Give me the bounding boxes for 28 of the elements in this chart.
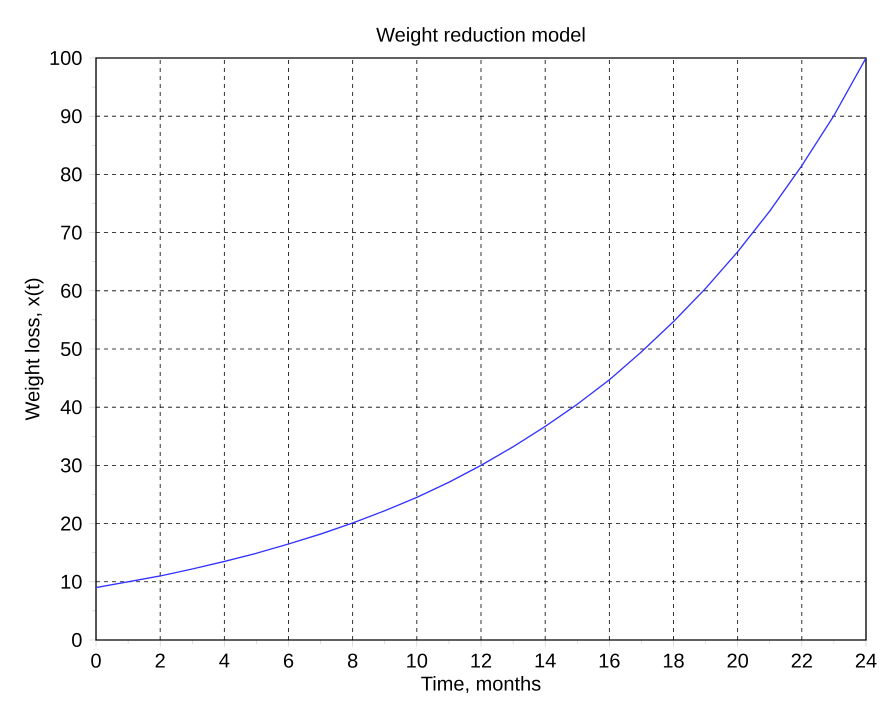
x-axis-title: Time, months xyxy=(421,676,540,694)
y-tick-label: 0 xyxy=(72,632,82,648)
x-tick-label: 2 xyxy=(156,654,165,668)
x-tick-label: 16 xyxy=(600,654,620,668)
x-tick-label: 20 xyxy=(728,654,748,668)
x-tick-label: 4 xyxy=(219,654,230,668)
x-tick-label: 8 xyxy=(348,654,358,668)
x-tick-label: 6 xyxy=(284,654,294,668)
y-tick-label: 70 xyxy=(61,226,82,240)
x-tick-label: 22 xyxy=(792,654,812,668)
x-tick-label: 10 xyxy=(407,654,428,668)
y-tick-label: 10 xyxy=(62,574,82,589)
y-tick-label: 50 xyxy=(60,342,82,356)
y-axis-title: Weight loss, x(t) xyxy=(24,278,44,420)
x-tick-label: 0 xyxy=(91,654,101,668)
y-tick-label: 80 xyxy=(61,167,82,182)
chart-title: Weight reduction model xyxy=(376,27,584,46)
y-tick-label: 30 xyxy=(60,458,82,472)
y-tick-label: 60 xyxy=(61,284,82,298)
x-tick-label: 18 xyxy=(664,654,684,668)
x-tick-label: 14 xyxy=(536,654,556,668)
y-tick-label: 100 xyxy=(50,50,82,66)
y-tick-label: 90 xyxy=(61,109,82,124)
y-tick-label: 20 xyxy=(61,516,82,531)
x-tick-label: 24 xyxy=(856,654,877,668)
y-tick-label: 40 xyxy=(60,400,82,414)
x-tick-label: 12 xyxy=(471,654,492,668)
line-series xyxy=(96,58,866,588)
